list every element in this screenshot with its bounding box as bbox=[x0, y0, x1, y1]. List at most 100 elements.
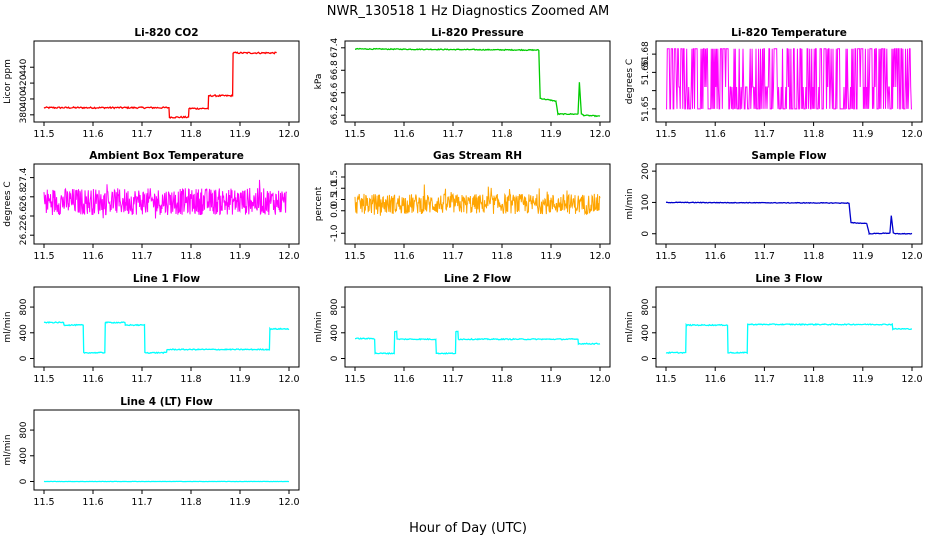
panel-sample_flow: Sample Flow ml/min 11.5 11.6 11.7 11.8 11.9 12.… bbox=[625, 150, 923, 262]
x-tick-label: 11.6 bbox=[82, 129, 103, 140]
plot-frame bbox=[344, 163, 611, 245]
y-tick-label: 380 bbox=[19, 106, 29, 123]
data-series-line bbox=[43, 179, 287, 219]
y-tick-label: 1.0 bbox=[330, 181, 340, 196]
y-tick-label: 66.8 bbox=[330, 60, 340, 80]
x-tick-label: 11.7 bbox=[442, 129, 463, 140]
x-tick-label: 11.8 bbox=[803, 374, 824, 385]
x-tick-label: 11.6 bbox=[393, 374, 414, 385]
data-series-line bbox=[665, 322, 912, 355]
y-axis-label: degrees C bbox=[625, 59, 635, 104]
panel-line2: Line 2 Flow ml/min 11.5 11.6 11.7 11.8 11.9 12.… bbox=[314, 273, 611, 385]
y-tick-label: 26.6 bbox=[19, 206, 29, 226]
x-tick-label: 11.6 bbox=[705, 129, 726, 140]
panel-rh: Gas Stream RH percent 11.5 11.6 11.7 11.8 11.9… bbox=[314, 150, 611, 262]
y-tick-label: 100 bbox=[641, 194, 651, 211]
x-tick-label: 11.8 bbox=[803, 251, 824, 262]
y-axis-label: Licor ppm bbox=[3, 59, 13, 104]
panel-box_temp: Ambient Box Temperature degrees C 11.5 11.6… bbox=[3, 150, 300, 262]
plot-frame bbox=[33, 286, 300, 368]
x-tick-label: 11.7 bbox=[131, 129, 152, 140]
y-tick-label: 0.0 bbox=[330, 203, 340, 218]
plot-frame bbox=[344, 286, 611, 368]
x-tick-label: 11.5 bbox=[33, 497, 54, 508]
plot-frame bbox=[33, 40, 300, 123]
y-tick-label: 800 bbox=[641, 298, 651, 315]
panel-title: Li-820 Pressure bbox=[431, 27, 524, 39]
y-tick-label: 26.2 bbox=[19, 225, 29, 245]
plot-frame bbox=[655, 40, 923, 123]
y-tick-label: 51.68 bbox=[641, 41, 651, 67]
panel-line3: Line 3 Flow ml/min 11.5 11.6 11.7 11.8 11.9 12.… bbox=[625, 273, 923, 385]
panel-co2: Li-820 CO2 Licor ppm 11.5 11.6 11.7 11.8 11.9 1… bbox=[3, 27, 300, 140]
y-tick-label: 0 bbox=[641, 355, 651, 361]
x-tick-label: 11.5 bbox=[655, 251, 676, 262]
x-tick-label: 11.7 bbox=[131, 251, 152, 262]
y-tick-label: 0 bbox=[641, 231, 651, 237]
x-tick-label: 11.8 bbox=[180, 251, 201, 262]
plot-frame bbox=[33, 409, 300, 491]
x-tick-label: 11.7 bbox=[442, 251, 463, 262]
panel-title: Line 1 Flow bbox=[133, 273, 200, 285]
x-tick-label: 11.8 bbox=[491, 374, 512, 385]
y-tick-label: 420 bbox=[19, 74, 29, 91]
panel-title: Sample Flow bbox=[751, 150, 826, 162]
data-series-line bbox=[354, 184, 601, 216]
x-tick-label: 11.8 bbox=[491, 129, 512, 140]
panel-line4: Line 4 (LT) Flow ml/min 11.5 11.6 11.7 11.8 11… bbox=[3, 396, 300, 508]
y-axis-label: ml/min bbox=[3, 311, 13, 342]
y-tick-label: 51.66 bbox=[641, 59, 651, 85]
panel-title: Ambient Box Temperature bbox=[89, 150, 244, 162]
x-tick-label: 11.8 bbox=[180, 374, 201, 385]
panel-title: Li-820 CO2 bbox=[134, 27, 198, 39]
panel-title: Line 3 Flow bbox=[755, 273, 822, 285]
x-tick-label: 11.9 bbox=[229, 129, 250, 140]
y-tick-label: 27.4 bbox=[19, 167, 29, 187]
x-tick-label: 11.6 bbox=[82, 251, 103, 262]
x-tick-label: 11.9 bbox=[852, 129, 873, 140]
x-tick-label: 11.5 bbox=[344, 374, 365, 385]
x-tick-label: 12.0 bbox=[278, 374, 299, 385]
x-tick-label: 11.7 bbox=[754, 251, 775, 262]
x-tick-label: 11.6 bbox=[82, 374, 103, 385]
x-tick-label: 12.0 bbox=[278, 251, 299, 262]
y-tick-label: 400 bbox=[19, 324, 29, 341]
panel-title: Line 4 (LT) Flow bbox=[120, 396, 213, 408]
x-tick-label: 11.6 bbox=[705, 251, 726, 262]
x-tick-label: 12.0 bbox=[589, 374, 610, 385]
y-tick-label: 440 bbox=[19, 58, 29, 75]
x-tick-label: 12.0 bbox=[901, 129, 922, 140]
x-tick-label: 11.9 bbox=[540, 129, 561, 140]
y-tick-label: 66.6 bbox=[330, 82, 340, 102]
x-tick-label: 11.6 bbox=[705, 374, 726, 385]
data-series-line bbox=[355, 330, 601, 355]
x-tick-label: 11.9 bbox=[852, 251, 873, 262]
plot-frame bbox=[655, 163, 923, 245]
y-tick-label: 400 bbox=[641, 324, 651, 341]
figure-title: NWR_130518 1 Hz Diagnostics Zoomed AM bbox=[327, 4, 610, 19]
y-tick-label: 51.65 bbox=[641, 96, 651, 122]
x-tick-label: 11.9 bbox=[852, 374, 873, 385]
x-tick-label: 12.0 bbox=[589, 129, 610, 140]
y-tick-label: 67.4 bbox=[330, 38, 340, 58]
y-tick-label: -1.0 bbox=[330, 224, 340, 242]
x-tick-label: 11.8 bbox=[180, 129, 201, 140]
y-tick-label: 0.5 bbox=[330, 192, 340, 206]
data-series-line bbox=[666, 48, 912, 110]
y-axis-label: ml/min bbox=[625, 311, 635, 342]
data-series-line bbox=[355, 47, 601, 118]
y-tick-label: 0 bbox=[19, 478, 29, 484]
x-tick-label: 12.0 bbox=[901, 374, 922, 385]
x-tick-label: 11.7 bbox=[442, 374, 463, 385]
y-tick-label: 200 bbox=[641, 162, 651, 179]
x-tick-label: 12.0 bbox=[901, 251, 922, 262]
x-tick-label: 11.5 bbox=[655, 129, 676, 140]
y-axis-label: ml/min bbox=[625, 188, 635, 219]
x-tick-label: 11.9 bbox=[540, 374, 561, 385]
y-tick-label: 0 bbox=[330, 355, 340, 361]
panel-line1: Line 1 Flow ml/min 11.5 11.6 11.7 11.8 11.9 12.… bbox=[3, 273, 300, 385]
plot-frame bbox=[344, 40, 611, 123]
x-tick-label: 11.9 bbox=[229, 497, 250, 508]
y-tick-label: 800 bbox=[19, 298, 29, 315]
